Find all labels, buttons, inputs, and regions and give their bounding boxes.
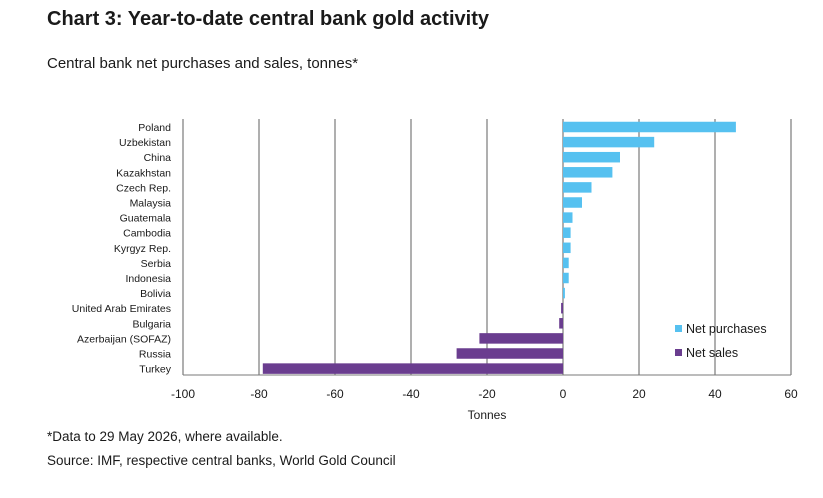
category-label: Uzbekistan <box>119 137 171 149</box>
category-label: Azerbaijan (SOFAZ) <box>77 333 171 345</box>
x-tick-label: -100 <box>171 387 195 401</box>
chart-title: Chart 3: Year-to-date central bank gold … <box>47 8 489 30</box>
bar-turkey <box>262 363 563 374</box>
bar-guatemala <box>563 212 573 223</box>
category-label: United Arab Emirates <box>72 303 171 315</box>
category-label: Turkey <box>139 364 171 376</box>
bar-united-arab-emirates <box>561 302 563 314</box>
bar-indonesia <box>563 272 569 284</box>
category-label: Indonesia <box>125 273 171 285</box>
legend-label-net-sales: Net sales <box>686 346 738 360</box>
footnote: *Data to 29 May 2026, where available. <box>47 429 283 444</box>
x-tick-label: -20 <box>478 387 496 401</box>
bar-kyrgyz-rep <box>563 242 571 254</box>
x-axis-title: Tonnes <box>468 408 507 422</box>
category-label: Bolivia <box>140 288 171 300</box>
category-label: Kyrgyz Rep. <box>114 243 171 255</box>
legend-swatch-net-purchases <box>675 325 682 332</box>
x-tick-label: -60 <box>326 387 344 401</box>
category-label: Czech Rep. <box>116 182 171 194</box>
source-note: Source: IMF, respective central banks, W… <box>47 453 396 468</box>
category-label: Malaysia <box>130 198 172 210</box>
bar-russia <box>456 348 563 359</box>
category-label: Cambodia <box>123 228 171 240</box>
chart-subtitle: Central bank net purchases and sales, to… <box>47 55 359 72</box>
bar-bolivia <box>563 287 565 299</box>
bar-china <box>563 151 620 163</box>
x-tick-label: 40 <box>708 387 722 401</box>
category-label: Serbia <box>141 258 172 270</box>
x-tick-label: 60 <box>784 387 798 401</box>
category-label: China <box>144 152 172 164</box>
category-label: Guatemala <box>120 213 172 225</box>
bar-bulgaria <box>559 318 563 329</box>
x-tick-label: 20 <box>632 387 646 401</box>
category-label: Kazakhstan <box>116 167 171 179</box>
legend-swatch-net-sales <box>675 349 682 356</box>
bar-azerbaijan-sofaz <box>479 333 563 344</box>
x-tick-label: -40 <box>402 387 420 401</box>
legend-label-net-purchases: Net purchases <box>686 322 767 336</box>
category-label: Poland <box>138 122 171 134</box>
bar-chart: -100 -80 -60 -40 -20 0 20 40 60 Poland Uzbekistan C… <box>72 119 798 422</box>
bar-kazakhstan <box>563 167 613 178</box>
bar-uzbekistan <box>563 136 655 148</box>
bar-czech-rep <box>563 182 592 193</box>
bar-cambodia <box>563 227 571 238</box>
category-label: Russia <box>139 349 171 361</box>
bar-serbia <box>563 257 569 269</box>
x-tick-label: 0 <box>560 387 567 401</box>
bar-poland <box>563 121 736 133</box>
bar-malaysia <box>563 197 582 208</box>
x-tick-label: -80 <box>250 387 268 401</box>
category-label: Bulgaria <box>132 318 171 330</box>
